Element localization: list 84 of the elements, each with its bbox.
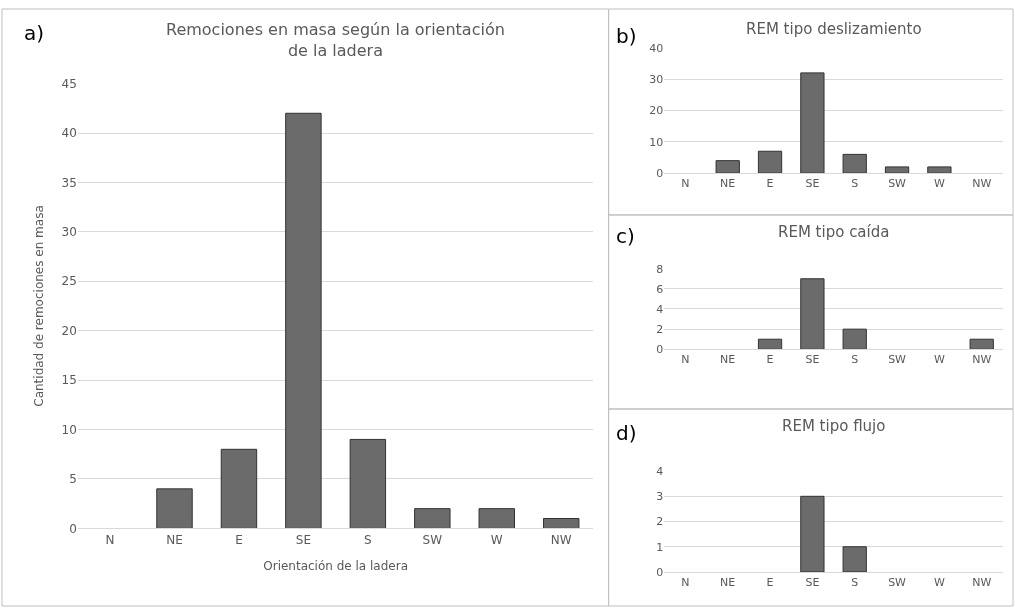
y-tick-label: 10: [61, 422, 77, 437]
y-tick-label: 30: [61, 225, 77, 240]
y-tick-label: 4: [656, 464, 664, 478]
x-tick-label: S: [851, 177, 859, 191]
bar: [842, 328, 867, 350]
x-tick-label: S: [851, 576, 859, 590]
y-tick-label: 4: [656, 302, 664, 316]
x-tick-label: W: [933, 576, 945, 590]
x-tick-label: N: [681, 353, 690, 367]
x-tick-label: NE: [720, 353, 736, 367]
y-tick-label: 40: [61, 126, 77, 141]
x-tick-label: S: [364, 532, 372, 547]
x-tick-label: NE: [166, 532, 183, 547]
x-tick-label: W: [490, 532, 503, 547]
bar: [715, 160, 740, 174]
y-tick-label: 2: [656, 515, 664, 529]
bar: [285, 112, 322, 529]
bar: [478, 508, 515, 529]
text: a): [24, 21, 45, 45]
x-tick-label: SW: [422, 532, 443, 547]
bar: [884, 166, 910, 174]
bar: [414, 508, 451, 529]
bar: [969, 338, 994, 350]
x-tick-label: S: [851, 353, 859, 367]
x-tick-label: N: [105, 532, 115, 547]
y-tick-label: 20: [649, 104, 664, 118]
bar: [800, 278, 825, 350]
chart-title: REM tipo flujo: [782, 417, 886, 435]
bar: [757, 150, 783, 174]
y-tick-label: 5: [69, 472, 77, 487]
x-tick-label: NW: [972, 353, 992, 367]
y-axis-title: Cantidad de remociones en masa: [31, 205, 46, 407]
y-tick-label: 0: [656, 565, 664, 579]
y-tick-label: 10: [649, 135, 664, 149]
y-tick-label: 2: [656, 322, 664, 336]
x-tick-label: SE: [805, 177, 820, 191]
x-axis-title: Orientación de la ladera: [263, 558, 409, 573]
y-tick-label: 35: [61, 175, 77, 190]
bar: [842, 153, 867, 174]
chart-title: REM tipo caída: [778, 223, 890, 241]
x-tick-label: N: [681, 576, 690, 590]
x-tick-label: W: [933, 177, 945, 191]
x-tick-label: SW: [888, 576, 907, 590]
y-tick-label: 0: [656, 167, 664, 181]
x-tick-label: SE: [295, 532, 312, 547]
y-tick-label: 20: [61, 323, 77, 338]
bar: [542, 518, 580, 529]
y-tick-label: 30: [649, 72, 664, 86]
x-tick-label: NW: [972, 576, 992, 590]
bar: [220, 448, 258, 529]
x-tick-label: SE: [805, 353, 820, 367]
text: c): [616, 224, 635, 248]
y-tick-label: 25: [61, 274, 77, 289]
x-tick-label: NE: [720, 177, 736, 191]
bar: [927, 166, 952, 174]
x-tick-label: SE: [805, 576, 820, 590]
chart-title: Remociones en masa según la orientación de la ladera: [166, 20, 505, 60]
y-tick-label: 0: [656, 343, 664, 357]
y-tick-label: 8: [656, 262, 664, 276]
x-tick-label: E: [235, 532, 243, 547]
bar: [349, 438, 387, 529]
x-tick-label: E: [766, 177, 774, 191]
x-tick-label: SW: [888, 353, 907, 367]
y-tick-label: 6: [656, 282, 664, 296]
y-tick-label: 1: [656, 540, 664, 554]
y-tick-label: 45: [61, 76, 77, 91]
bar: [800, 72, 825, 174]
x-tick-label: E: [766, 353, 774, 367]
y-tick-label: 15: [61, 373, 77, 388]
y-tick-label: 40: [649, 41, 664, 55]
bar: [156, 488, 193, 529]
x-tick-label: NE: [720, 576, 736, 590]
x-tick-label: SW: [888, 177, 907, 191]
text: d): [616, 421, 637, 445]
y-tick-label: 3: [656, 490, 664, 504]
x-tick-label: N: [681, 177, 690, 191]
bar: [757, 338, 783, 350]
x-tick-label: NW: [972, 177, 992, 191]
chart-title: REM tipo deslizamiento: [746, 20, 922, 38]
text: b): [616, 24, 637, 48]
x-tick-label: NW: [550, 532, 572, 547]
x-tick-label: W: [933, 353, 945, 367]
y-tick-label: 0: [69, 521, 77, 536]
x-tick-label: E: [766, 576, 774, 590]
